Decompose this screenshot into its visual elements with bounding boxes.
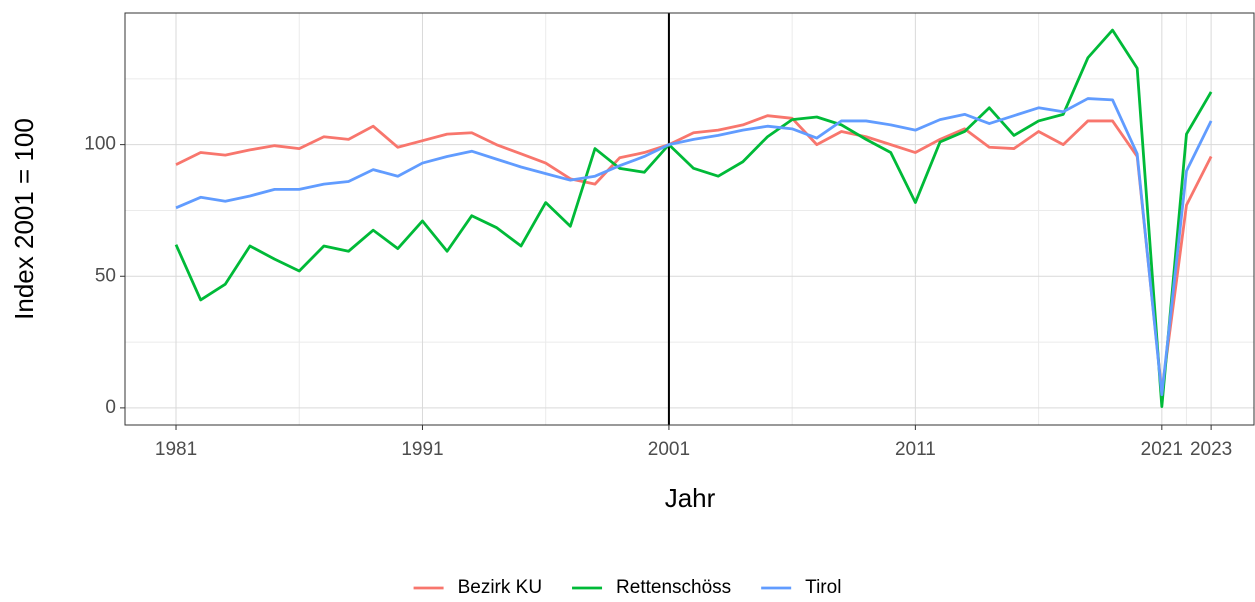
x-tick-label: 2011 bbox=[895, 439, 936, 460]
y-tick-label: 100 bbox=[84, 134, 116, 155]
x-tick-label: 2001 bbox=[648, 439, 690, 460]
x-tick-label: 1981 bbox=[155, 439, 197, 460]
y-axis-label: Index 2001 = 100 bbox=[9, 118, 39, 320]
x-axis-label: Jahr bbox=[665, 483, 716, 513]
plot-border bbox=[124, 12, 1255, 426]
y-tick-label: 50 bbox=[95, 265, 116, 286]
legend-label: Tirol bbox=[805, 577, 841, 597]
x-tick-label: 1991 bbox=[401, 439, 443, 460]
legend-label: Rettenschöss bbox=[616, 577, 731, 597]
y-tick-label: 0 bbox=[105, 397, 116, 418]
x-tick-label: 2023 bbox=[1190, 439, 1232, 460]
legend-label: Bezirk KU bbox=[458, 577, 542, 597]
series-line bbox=[175, 97, 1213, 397]
series-line bbox=[174, 28, 1213, 408]
x-tick-label: 2021 bbox=[1141, 439, 1183, 460]
series-line bbox=[175, 114, 1213, 394]
